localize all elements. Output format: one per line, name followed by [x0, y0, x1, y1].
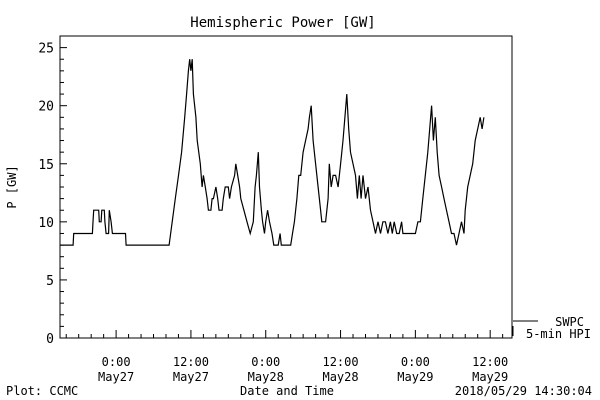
x-tick-date-label: May28 [248, 370, 284, 384]
y-axis-label: P [GW] [5, 165, 19, 208]
y-tick-label: 10 [38, 216, 54, 231]
legend-hpi-label: 5-min HPI [526, 327, 591, 341]
series-line-5-min-hpi [60, 59, 485, 246]
y-tick-label: 0 [46, 332, 54, 347]
series-layer [60, 59, 485, 246]
chart-title: Hemispheric Power [GW] [190, 15, 375, 31]
x-axis: 0:00May2712:00May270:00May2812:00May280:… [65, 330, 508, 384]
y-tick-label: 20 [38, 100, 54, 115]
x-tick-date-label: May29 [472, 370, 508, 384]
y-tick-label: 25 [38, 42, 54, 57]
x-axis-label: Date and Time [240, 384, 334, 398]
plot-timestamp: 2018/05/29 14:30:04 [455, 384, 592, 398]
x-tick-date-label: May28 [322, 370, 358, 384]
x-tick-time-label: 0:00 [251, 355, 280, 369]
x-tick-date-label: May27 [173, 370, 209, 384]
plot-frame [59, 35, 513, 339]
x-tick-time-label: 0:00 [401, 355, 430, 369]
x-tick-time-label: 0:00 [102, 355, 131, 369]
x-tick-date-label: May27 [98, 370, 134, 384]
x-tick-date-label: May29 [397, 370, 433, 384]
x-tick-time-label: 12:00 [173, 355, 209, 369]
legend: SWPC 5-min HPI [512, 315, 591, 341]
y-tick-label: 15 [38, 158, 54, 173]
plot-credit: Plot: CCMC [6, 384, 78, 398]
x-tick-time-label: 12:00 [472, 355, 508, 369]
y-axis: 0 5 10 15 20 25 [38, 42, 67, 347]
y-tick-label: 5 [46, 274, 54, 289]
legend-swpc-label: SWPC [555, 315, 584, 329]
x-tick-time-label: 12:00 [322, 355, 358, 369]
